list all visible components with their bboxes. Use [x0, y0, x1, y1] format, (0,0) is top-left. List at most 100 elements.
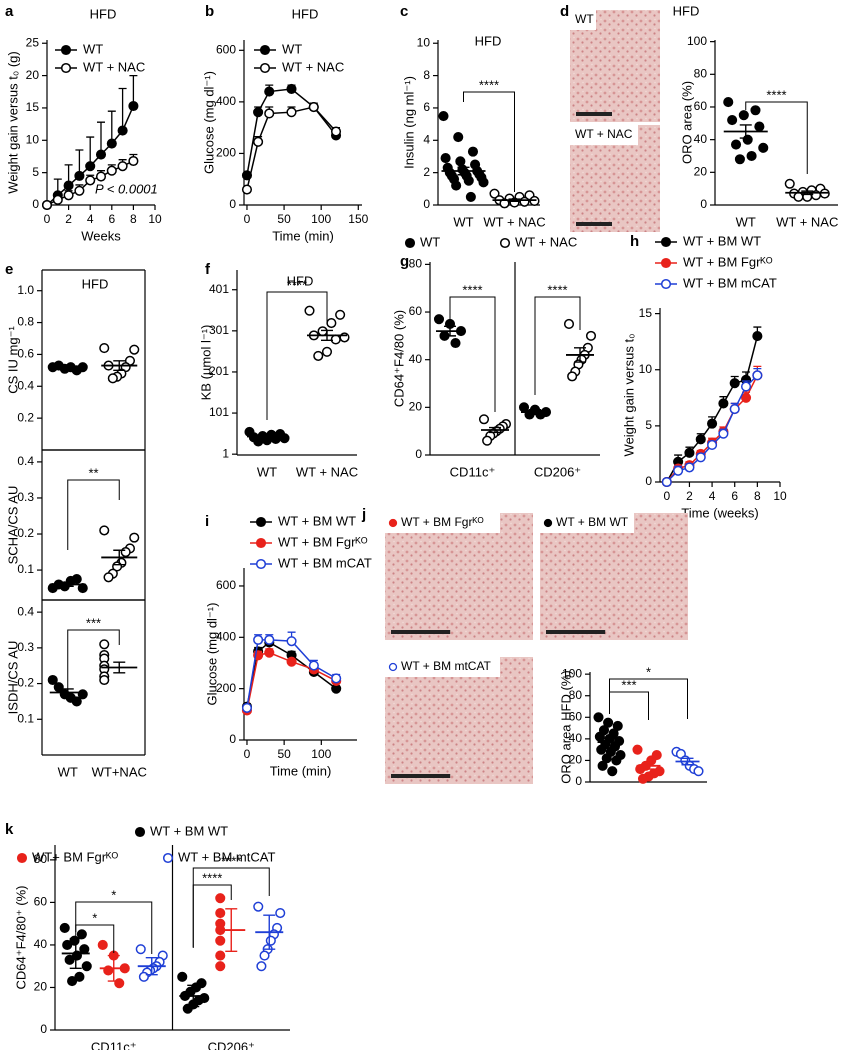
y-tick-label: 0.2	[17, 676, 34, 690]
legend-label: WT + BM Fgrᴷᴼ	[683, 254, 773, 269]
panel-letter: g	[400, 253, 409, 270]
data-point	[64, 954, 75, 965]
data-point	[117, 161, 128, 172]
error-bar	[642, 761, 655, 770]
data-point	[304, 305, 315, 316]
legend-marker	[660, 257, 672, 269]
data-point	[76, 929, 87, 940]
significance-bracket	[266, 291, 328, 420]
significance-label: ****	[221, 853, 241, 868]
data-point	[241, 702, 253, 713]
data-point	[611, 755, 622, 766]
data-point	[467, 146, 479, 157]
data-point	[612, 720, 623, 731]
series-line	[246, 106, 337, 190]
y-tick-label: 0.4	[17, 454, 34, 468]
significance-bracket	[609, 691, 649, 720]
y-tick-label: 10	[417, 35, 431, 49]
error-bar	[187, 984, 200, 1008]
image-label-box	[570, 125, 638, 145]
y-tick-label: 20	[569, 753, 583, 767]
significance-label: ****	[202, 870, 222, 885]
significance-label: ****	[547, 282, 567, 297]
y-tick-label: 400	[216, 629, 236, 643]
data-point	[465, 191, 476, 202]
data-point	[256, 961, 267, 972]
y-tick-label: 600	[216, 578, 236, 592]
panel-letter: i	[205, 513, 209, 530]
y-tick-label: 0	[645, 474, 652, 488]
data-point	[718, 428, 729, 439]
data-point	[754, 121, 765, 132]
data-point	[707, 418, 718, 429]
y-tick-label: 101	[209, 405, 229, 419]
y-tick-label: 301	[209, 323, 229, 337]
data-point	[453, 132, 464, 143]
data-point	[74, 170, 85, 181]
data-point	[308, 101, 319, 113]
image-label-box	[570, 10, 596, 30]
y-tick-label: 0.6	[17, 347, 34, 361]
y-tick-label: 80	[34, 852, 48, 866]
data-point	[95, 149, 107, 160]
data-point	[253, 634, 264, 645]
data-point	[695, 434, 706, 445]
error-bar	[113, 661, 126, 674]
data-point	[67, 976, 78, 987]
error-bar	[574, 347, 586, 363]
legend-label: WT + BM WT	[278, 513, 356, 528]
x-tick-label: 10	[148, 212, 162, 226]
data-point	[784, 178, 795, 189]
data-point	[594, 731, 605, 742]
data-point	[106, 138, 117, 149]
y-tick-label: 60	[694, 99, 708, 113]
y-axis-label: Weight gain versus t₀	[621, 334, 636, 457]
significance-label: *	[111, 887, 116, 902]
significance-label: *	[646, 664, 651, 679]
category-label: CD206⁺	[534, 464, 581, 479]
data-point	[215, 893, 226, 904]
data-point	[693, 766, 704, 777]
y-tick-label: 5	[32, 165, 39, 179]
data-point	[71, 696, 82, 707]
data-point	[718, 398, 729, 409]
significance-bracket	[609, 678, 688, 719]
legend-label: WT	[420, 234, 440, 249]
y-axis-label: KB (µmol l⁻¹)	[198, 325, 213, 401]
error-bar	[263, 914, 276, 950]
y-axis-label: ISDH/CS AU	[5, 641, 20, 715]
error-bar	[118, 87, 127, 131]
panel-title: HFD	[287, 273, 314, 288]
data-point	[740, 392, 752, 403]
y-axis-label: CD64⁺F4/80⁺ (%)	[13, 885, 28, 989]
image-label: WT	[575, 12, 594, 26]
data-point	[750, 105, 761, 116]
legend-marker	[60, 62, 72, 74]
data-point	[593, 712, 604, 723]
legend-label: WT	[83, 41, 103, 56]
y-tick-label: 20	[34, 980, 48, 994]
data-point	[71, 574, 82, 585]
data-point	[632, 744, 643, 755]
data-point	[313, 350, 324, 361]
x-axis-label: Weeks	[81, 228, 121, 243]
data-point	[264, 634, 275, 645]
panel-title: HFD	[90, 6, 117, 21]
y-axis-label: Insulin (ng ml⁻¹)	[401, 76, 416, 169]
data-point	[97, 939, 108, 950]
error-bar	[444, 325, 456, 337]
y-tick-label: 0	[229, 732, 236, 746]
x-tick-label: 6	[731, 489, 738, 503]
y-tick-label: 20	[26, 68, 40, 82]
data-point	[317, 326, 328, 337]
y-tick-label: 40	[34, 937, 48, 951]
data-point	[482, 435, 493, 446]
y-tick-label: 200	[216, 681, 236, 695]
y-tick-label: 4	[423, 132, 430, 146]
y-tick-label: 600	[216, 42, 236, 56]
panel-letter: j	[361, 506, 366, 523]
y-tick-label: 0.3	[17, 640, 34, 654]
scale-bar	[576, 222, 612, 226]
data-point	[330, 334, 341, 345]
data-point	[661, 476, 672, 488]
